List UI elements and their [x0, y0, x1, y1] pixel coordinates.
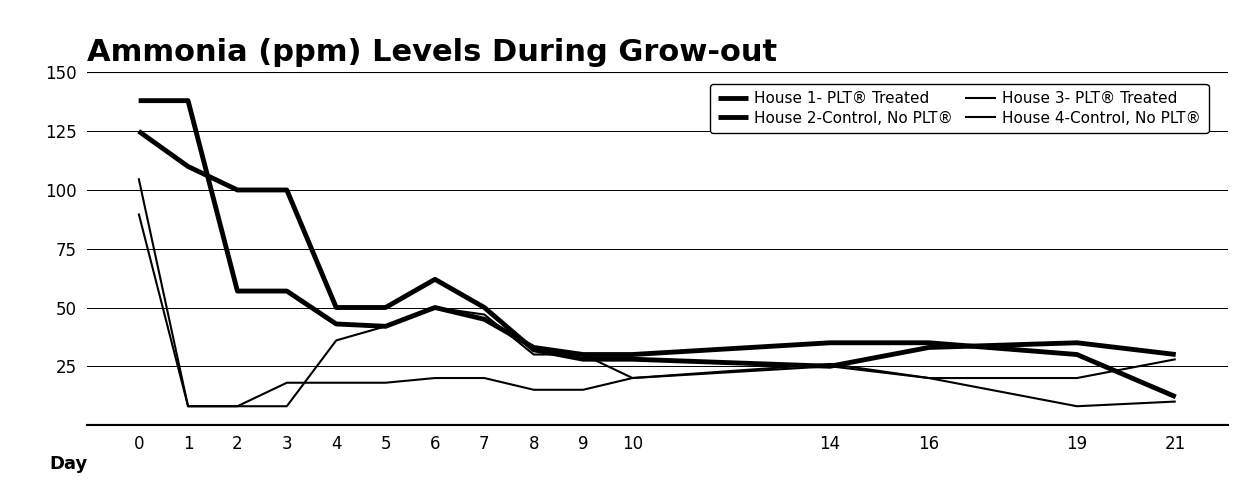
Text: Ammonia (ppm) Levels During Grow-out: Ammonia (ppm) Levels During Grow-out — [87, 38, 777, 67]
Text: Day: Day — [50, 455, 87, 473]
Legend: House 1- PLT® Treated, House 2-Control, No PLT®, House 3- PLT® Treated, House 4-: House 1- PLT® Treated, House 2-Control, … — [711, 84, 1209, 133]
